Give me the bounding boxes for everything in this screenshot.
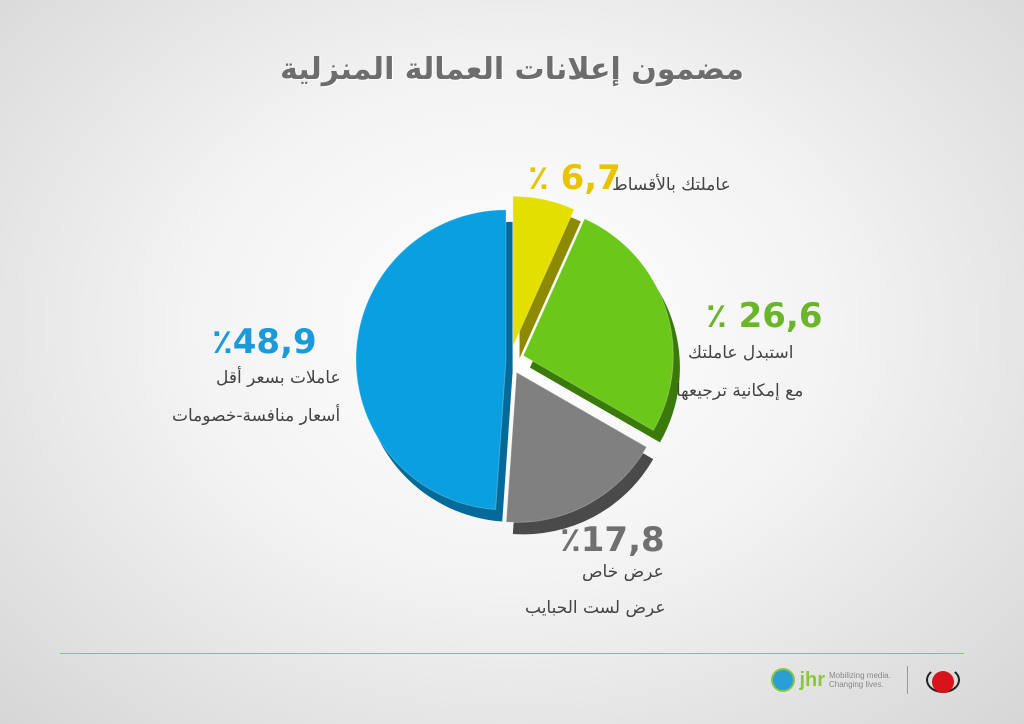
percent-label-installments: ٪ 6,7 (528, 158, 621, 198)
jhr-logo-text: jhr (799, 668, 825, 691)
pie-slice-cheaper (355, 209, 507, 511)
percent-label-special-offer: ٪17,8 (560, 520, 665, 560)
partner-logo (924, 665, 964, 695)
globe-icon (771, 668, 796, 692)
label-replace-line2: مع إمكانية ترجيعها (676, 381, 804, 401)
label-cheaper-line2: أسعار منافسة-خصومات (172, 406, 341, 426)
percent-label-replace: ٪ 26,6 (706, 296, 823, 336)
percent-label-cheaper: ٪48,9 (212, 322, 317, 362)
jhr-logo: jhr Mobilizing media. Changing lives. (771, 668, 891, 692)
label-cheaper-line1: عاملات بسعر أقل (216, 368, 341, 388)
footer-divider (60, 653, 964, 654)
pie-slice-replace (522, 218, 674, 432)
chart-title: مضمون إعلانات العمالة المنزلية (280, 52, 744, 87)
pie-slice-installments (512, 195, 575, 347)
pie-slice-special-offer (505, 371, 648, 523)
label-special-offer-line2: عرض لست الحبايب (525, 598, 666, 618)
label-replace-line1: استبدل عاملتك (688, 343, 794, 363)
label-special-offer-line1: عرض خاص (582, 562, 664, 582)
logo-separator (907, 666, 908, 694)
jhr-tagline: Mobilizing media. Changing lives. (829, 671, 891, 689)
footer-logos: jhr Mobilizing media. Changing lives. (771, 660, 964, 700)
label-installments: عاملتك بالأقساط (612, 175, 731, 195)
